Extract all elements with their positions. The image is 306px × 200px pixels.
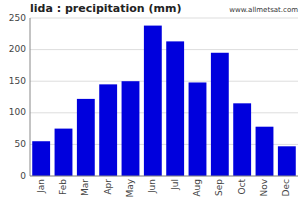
bar bbox=[278, 146, 296, 176]
x-tick-label: Feb bbox=[58, 179, 68, 195]
bars bbox=[32, 26, 296, 176]
x-tick-label: Dec bbox=[281, 179, 291, 196]
grid-line bbox=[30, 112, 298, 113]
plot-background bbox=[30, 18, 298, 176]
x-axis-line bbox=[30, 176, 298, 177]
bar bbox=[55, 129, 73, 176]
y-tick-label: 100 bbox=[9, 107, 26, 117]
x-tick-label: Aug bbox=[192, 179, 202, 197]
grid-line bbox=[30, 81, 298, 82]
chart-container: 0 50 100 150 200 250 Jan Feb Mar Apr May Jun Jul Aug S… bbox=[0, 0, 306, 200]
y-axis: 0 50 100 150 200 250 bbox=[9, 13, 26, 181]
x-tick-label: Sep bbox=[214, 179, 224, 196]
y-tick-label: 0 bbox=[20, 171, 26, 181]
bar bbox=[32, 141, 50, 176]
bar bbox=[256, 127, 274, 176]
grid-line bbox=[30, 49, 298, 50]
bar bbox=[144, 26, 162, 176]
bar bbox=[189, 82, 207, 176]
y-tick-label: 50 bbox=[15, 139, 27, 149]
x-tick-label: May bbox=[125, 178, 135, 197]
x-axis: Jan Feb Mar Apr May Jun Jul Aug Sep Oct Nov Dec bbox=[36, 178, 292, 197]
bar bbox=[77, 99, 95, 176]
x-tick-label: Jan bbox=[36, 179, 46, 194]
x-tick-label: Jun bbox=[147, 179, 157, 194]
bar bbox=[166, 41, 184, 176]
x-tick-label: Jul bbox=[170, 179, 180, 191]
bar bbox=[122, 81, 140, 176]
bar bbox=[211, 53, 229, 176]
grid bbox=[30, 18, 298, 176]
y-axis-line bbox=[30, 18, 31, 176]
bar bbox=[233, 103, 251, 176]
title: lida : precipitation (mm) bbox=[30, 2, 182, 15]
x-tick-label: Mar bbox=[80, 179, 90, 196]
y-tick-label: 250 bbox=[9, 13, 26, 23]
grid-line bbox=[30, 176, 298, 177]
grid-line bbox=[30, 18, 298, 19]
x-tick-label: Oct bbox=[237, 179, 247, 195]
y-tick-label: 150 bbox=[9, 76, 26, 86]
bar bbox=[99, 84, 117, 176]
x-tick-label: Apr bbox=[103, 179, 113, 195]
x-tick-label: Nov bbox=[259, 178, 269, 196]
chart-svg: 0 50 100 150 200 250 Jan Feb Mar Apr May Jun Jul Aug S… bbox=[0, 0, 306, 200]
annotation: www.allmetsat.com bbox=[229, 6, 298, 14]
y-tick-label: 200 bbox=[9, 44, 26, 54]
